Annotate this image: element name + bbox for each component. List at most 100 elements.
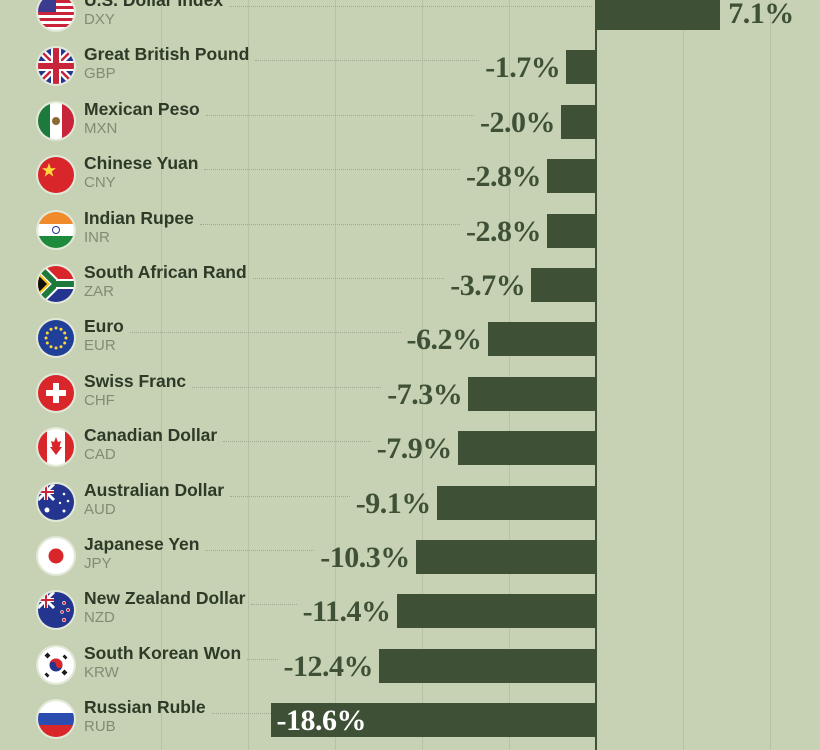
currency-code: NZD <box>84 609 115 627</box>
bar-row-mxn: Mexican Peso MXN -2.0% <box>0 95 820 149</box>
leader-line <box>229 6 592 7</box>
value-label: -11.4% <box>302 595 391 629</box>
us-flag-icon <box>38 0 74 30</box>
currency-code: AUD <box>84 500 116 518</box>
china-flag-icon <box>38 157 74 194</box>
currency-code: EUR <box>84 337 116 355</box>
currency-name: Canadian Dollar <box>84 425 218 446</box>
gridline <box>683 0 684 750</box>
leader-line <box>247 658 278 660</box>
eu-flag-icon <box>38 320 74 357</box>
value-label: -12.4% <box>283 649 374 683</box>
value-label: -7.3% <box>387 377 463 411</box>
bar-row-nzd: New Zealand Dollar NZD -11.4% <box>0 584 820 638</box>
currency-code: INR <box>84 228 110 246</box>
bar-row-cad: Canadian Dollar CAD -7.9% <box>0 421 820 475</box>
bar-row-chf: Swiss Franc CHF -7.3% <box>0 367 820 421</box>
currency-code: DXY <box>84 11 115 28</box>
currency-name: South Korean Won <box>84 642 242 663</box>
zero-axis-line <box>595 0 597 750</box>
leader-line <box>211 713 271 715</box>
value-label: -6.2% <box>406 323 483 357</box>
bar <box>547 213 596 248</box>
leader-line <box>251 604 297 606</box>
gridline <box>509 0 510 750</box>
leader-line <box>205 550 315 551</box>
bar <box>415 540 596 574</box>
value-label: -18.6% <box>276 704 367 738</box>
currency-code: CNY <box>84 174 116 192</box>
bar-row-krw: South Korean Won KRW -12.4% <box>0 639 820 693</box>
leader-line <box>230 495 350 497</box>
leader-line <box>252 278 445 279</box>
gridline <box>422 0 423 750</box>
currency-name: Russian Ruble <box>84 697 206 718</box>
leader-line <box>255 60 480 62</box>
bar <box>596 0 721 30</box>
currency-code: GBP <box>84 65 116 83</box>
bar <box>436 485 596 520</box>
currency-code: MXN <box>84 119 118 137</box>
bar-row-jpy: Japanese Yen JPY -10.3% <box>0 530 820 584</box>
leader-line <box>205 114 474 116</box>
gridline <box>248 0 249 750</box>
currency-code: CAD <box>84 446 116 464</box>
value-label: -1.7% <box>485 51 561 85</box>
bar-row-gbp: Great British Pound GBP -1.7% <box>0 40 820 94</box>
bar-row-eur: Euro EUR -6.2% <box>0 312 820 366</box>
currency-code: KRW <box>84 663 119 681</box>
leader-line <box>223 441 371 443</box>
currency-name: Chinese Yuan <box>84 153 199 174</box>
bar-row-aud: Australian Dollar AUD -9.1% <box>0 476 820 530</box>
leader-line <box>204 169 460 171</box>
bar-row-zar: South African Rand ZAR -3.7% <box>0 258 820 312</box>
currency-code: ZAR <box>84 283 114 300</box>
currency-name: Euro <box>84 316 124 337</box>
value-label: 7.1% <box>728 0 794 30</box>
gridline <box>161 0 162 750</box>
currency-name: Swiss Franc <box>84 370 187 391</box>
value-label: -2.0% <box>480 105 556 139</box>
bar-row-cny: Chinese Yuan CNY -2.8% <box>0 149 820 203</box>
mexico-flag-icon <box>38 102 74 139</box>
bar <box>561 104 596 139</box>
bar-row-rub: Russian Ruble RUB -18.6% <box>0 693 820 747</box>
value-label: -10.3% <box>320 541 410 574</box>
bar <box>547 159 596 194</box>
japan-flag-icon <box>38 538 74 574</box>
value-label: -3.7% <box>450 269 526 302</box>
south-africa-flag-icon <box>38 266 74 302</box>
currency-name: Mexican Peso <box>84 98 200 119</box>
value-label: -9.1% <box>355 486 432 520</box>
leader-line <box>129 332 401 334</box>
bar <box>487 322 596 357</box>
currency-name: Great British Pound <box>84 44 250 65</box>
bar <box>468 376 596 411</box>
currency-code: JPY <box>84 555 112 572</box>
currency-code: RUB <box>84 718 116 736</box>
value-label: -7.9% <box>376 432 453 466</box>
currency-name: Japanese Yen <box>84 534 200 554</box>
new-zealand-flag-icon <box>38 592 74 629</box>
currency-name: New Zealand Dollar <box>84 588 246 609</box>
value-label: -2.8% <box>466 160 542 194</box>
australia-flag-icon <box>38 483 74 520</box>
leader-line <box>199 223 460 225</box>
currency-name: Indian Rupee <box>84 207 194 228</box>
bar <box>531 268 596 302</box>
bar-row-inr: Indian Rupee INR -2.8% <box>0 204 820 258</box>
currency-name: Australian Dollar <box>84 479 225 500</box>
uk-flag-icon <box>38 48 74 85</box>
currency-name: U.S. Dollar Index <box>84 0 224 10</box>
bar <box>457 431 596 466</box>
gridline <box>770 0 771 750</box>
currency-code: CHF <box>84 391 115 409</box>
switzerland-flag-icon <box>38 374 74 411</box>
south-korea-flag-icon <box>38 646 74 683</box>
india-flag-icon <box>38 211 74 248</box>
russia-flag-icon <box>38 701 74 738</box>
leader-line <box>192 386 382 388</box>
bar <box>379 648 596 683</box>
bar <box>270 703 596 738</box>
